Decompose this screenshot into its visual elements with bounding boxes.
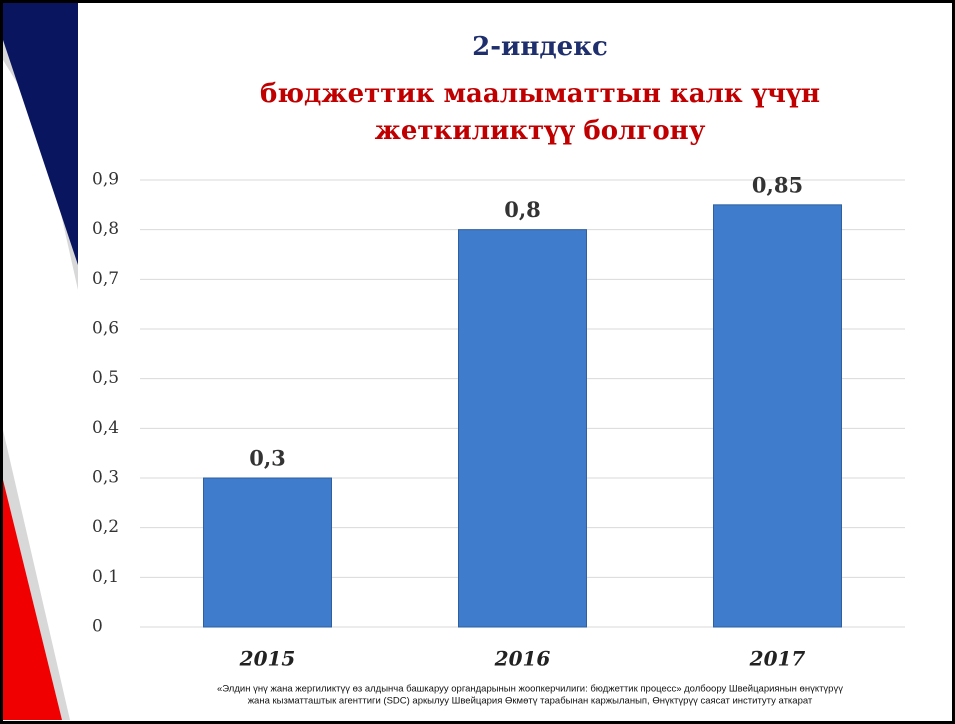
- decor-red: [3, 480, 62, 720]
- chart-subtitle: жеткиликтүү болгону: [375, 116, 706, 146]
- y-tick-label: 0,9: [92, 170, 119, 190]
- x-tick-label: 2017: [749, 647, 806, 671]
- y-tick-label: 0,6: [92, 319, 119, 339]
- y-tick-label: 0: [92, 617, 103, 637]
- chart-title: 2-индекс: [472, 32, 608, 62]
- bar: [203, 477, 332, 628]
- x-tick-label: 2015: [239, 647, 296, 671]
- y-tick-label: 0,5: [92, 368, 119, 388]
- y-tick-label: 0,7: [92, 269, 119, 289]
- y-tick-label: 0,3: [92, 468, 119, 488]
- footnote: жана кызматташтык агенттиги (SDC) аркылу…: [248, 696, 813, 707]
- y-tick-label: 0,8: [92, 219, 119, 239]
- bar: [713, 204, 842, 628]
- footnote: «Элдин үнү жана жергиликтүү өз алдынча б…: [217, 684, 843, 695]
- bar: [458, 229, 587, 628]
- y-tick-label: 0,1: [92, 567, 119, 587]
- chart-subtitle: бюджеттик маалыматтын калк үчүн: [260, 79, 820, 109]
- value-label: 0,8: [504, 197, 541, 222]
- value-label: 0,85: [752, 172, 803, 197]
- y-tick-label: 0,2: [92, 517, 119, 537]
- value-label: 0,3: [249, 446, 286, 471]
- x-tick-label: 2016: [494, 647, 551, 671]
- y-tick-label: 0,4: [92, 418, 119, 438]
- decor-navy: [3, 3, 78, 265]
